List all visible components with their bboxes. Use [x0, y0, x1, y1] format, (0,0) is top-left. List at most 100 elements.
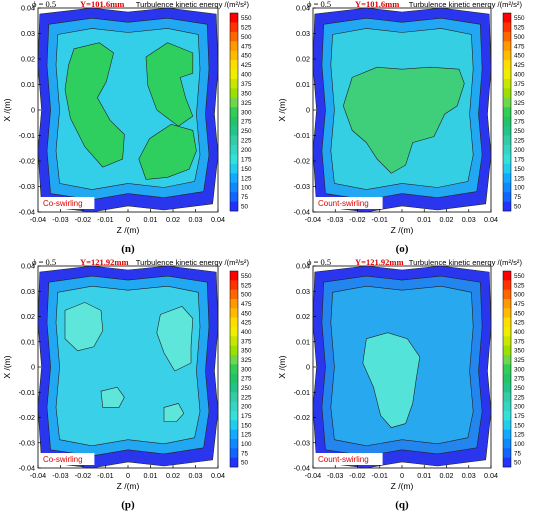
- colorbar-label: 175: [241, 156, 252, 163]
- x-tick-label: -0.03: [52, 471, 68, 480]
- y-tick-label: -0.04: [19, 208, 35, 217]
- colorbar-label: 275: [241, 119, 252, 126]
- y-tick-label: 0.04: [296, 4, 310, 13]
- colorbar-label: 50: [514, 204, 522, 211]
- colorbar-swatch: [230, 308, 238, 318]
- colorbar-swatch: [503, 97, 511, 108]
- colorbar-swatch: [503, 13, 511, 23]
- colorbar-label: 525: [241, 24, 252, 31]
- x-tick-label: -0.04: [305, 215, 321, 224]
- x-tick-label: 0.03: [462, 471, 476, 480]
- x-tick-label: 0.04: [211, 471, 225, 480]
- y-tick-label: 0: [31, 106, 35, 115]
- chart-panel-1: -0.04 -0.03 -0.02 -0.01 0 0.01 0.02 0.03 0.04 -0.…: [277, 0, 525, 255]
- colorbar-label: 550: [241, 273, 252, 280]
- x-tick-label: 0.04: [211, 215, 225, 224]
- colorbar-swatch: [503, 280, 511, 290]
- colorbar-swatch: [230, 401, 238, 412]
- panel-caption: (n): [121, 243, 135, 255]
- colorbar-swatch: [230, 336, 238, 346]
- colorbar-swatch: [503, 154, 511, 165]
- colorbar-swatch: [503, 50, 511, 61]
- colorbar-swatch: [503, 308, 511, 318]
- colorbar-swatch: [230, 457, 238, 468]
- y-tick-label: 0: [306, 106, 310, 115]
- panel-caption: (p): [121, 499, 135, 511]
- swirl-tag-box: [315, 453, 383, 465]
- colorbar-label: 250: [241, 385, 252, 392]
- x-tick-label: 0.01: [144, 215, 158, 224]
- contour-core-2: [138, 123, 197, 180]
- colorbar-swatch: [503, 439, 511, 449]
- colorbar-label: 375: [241, 81, 252, 88]
- colorbar-label: 475: [241, 301, 252, 308]
- colorbar-swatch: [230, 439, 238, 449]
- colorbar-swatch: [230, 116, 238, 127]
- swirl-tag-box: [315, 197, 383, 209]
- legend-title: Turbulence kinetic energy /(m²/s²): [136, 258, 250, 267]
- colorbar-swatch: [230, 201, 238, 212]
- colorbar-label: 550: [241, 15, 252, 22]
- y-tick-label: 0.03: [21, 287, 35, 296]
- colorbar-swatch: [503, 411, 511, 421]
- colorbar-swatch: [230, 41, 238, 52]
- colorbar-swatch: [230, 448, 238, 458]
- y-position-title: Y=121.92mm: [355, 257, 404, 267]
- colorbar-label: 75: [241, 194, 249, 201]
- colorbar-label: 200: [514, 147, 525, 154]
- colorbar-swatch: [503, 401, 511, 412]
- y-tick-label: 0.01: [21, 80, 35, 89]
- y-tick-label: -0.02: [294, 413, 310, 422]
- colorbar-label: 525: [514, 282, 525, 289]
- colorbar-label: 50: [241, 204, 249, 211]
- colorbar-label: 425: [241, 62, 252, 69]
- colorbar-swatch: [503, 420, 511, 430]
- colorbar-swatch: [230, 317, 238, 328]
- swirl-tag: Count-swirling: [318, 455, 369, 464]
- x-tick-label: 0: [126, 471, 130, 480]
- x-tick-label: -0.03: [52, 215, 68, 224]
- colorbar-swatch: [503, 317, 511, 328]
- colorbar-label: 375: [241, 338, 252, 345]
- chart-panel-2: -0.04 -0.03 -0.02 -0.01 0 0.01 0.02 0.03 0.04 -0.…: [2, 257, 252, 511]
- swirl-tag: Count-swirling: [318, 199, 369, 208]
- colorbar-swatch: [230, 135, 238, 146]
- colorbar-swatch: [503, 135, 511, 146]
- colorbar-swatch: [503, 116, 511, 127]
- x-tick-label: -0.01: [372, 215, 388, 224]
- colorbar-label: 50: [514, 460, 522, 467]
- colorbar-swatch: [230, 13, 238, 23]
- colorbar-swatch: [230, 88, 238, 99]
- colorbar-swatch: [503, 107, 511, 118]
- colorbar-swatch: [503, 373, 511, 384]
- x-tick-label: 0: [400, 215, 404, 224]
- colorbar-label: 350: [241, 90, 252, 97]
- y-tick-label: 0.03: [21, 29, 35, 38]
- phi-label: ϕ = 0.5: [307, 257, 331, 267]
- y-tick-label: 0.03: [296, 29, 310, 38]
- colorbar-swatch: [503, 448, 511, 458]
- contour-core-0: [64, 42, 125, 168]
- x-tick-label: 0.03: [189, 215, 203, 224]
- colorbar-swatch: [503, 299, 511, 309]
- colorbar-swatch: [503, 336, 511, 346]
- colorbar-label: 350: [514, 90, 525, 97]
- phi-label: ϕ = 0.5: [32, 0, 56, 9]
- colorbar-label: 75: [514, 450, 522, 457]
- y-tick-label: 0: [306, 363, 310, 372]
- y-tick-label: -0.03: [294, 182, 310, 191]
- y-tick-label: -0.01: [294, 388, 310, 397]
- colorbar-label: 325: [241, 357, 252, 364]
- y-tick-label: 0.04: [21, 4, 35, 13]
- colorbar-swatch: [230, 97, 238, 108]
- legend-title: Turbulence kinetic energy /(m²/s²): [409, 258, 523, 267]
- contour-core-1: [145, 42, 194, 127]
- colorbar-label: 450: [241, 53, 252, 60]
- x-tick-label: 0.02: [166, 471, 180, 480]
- x-tick-label: 0.03: [462, 215, 476, 224]
- contour-core-3: [163, 403, 185, 422]
- colorbar-label: 125: [241, 432, 252, 439]
- colorbar-swatch: [503, 41, 511, 52]
- colorbar-swatch: [230, 107, 238, 118]
